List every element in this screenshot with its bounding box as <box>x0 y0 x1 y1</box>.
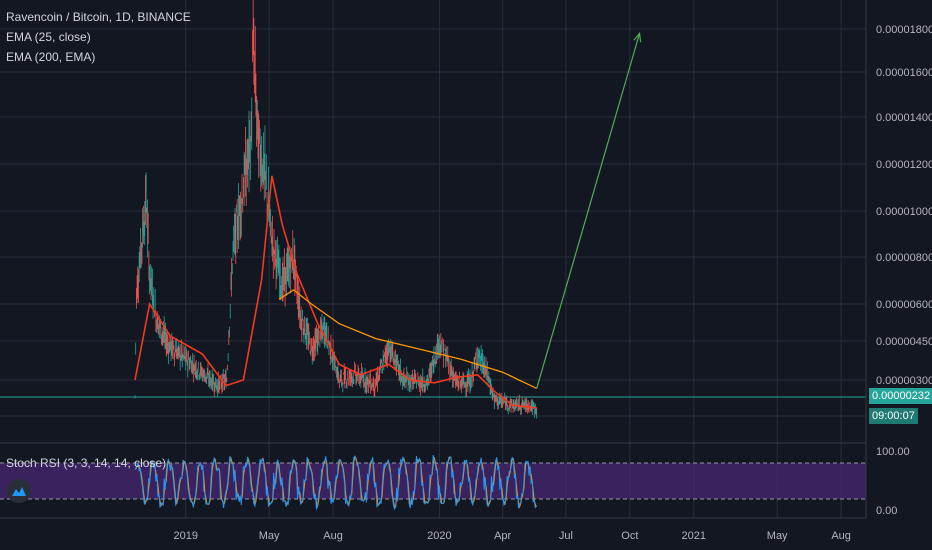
price-tick-label: 0.00001800 <box>876 24 932 36</box>
projection-arrowhead <box>633 31 642 43</box>
time-tick-label: Apr <box>494 530 511 542</box>
time-tick-label: 2021 <box>682 530 706 542</box>
stoch-rsi-lines <box>134 454 537 511</box>
price-tick-label: 0.00001000 <box>876 206 932 218</box>
tradingview-logo-icon[interactable] <box>7 479 31 503</box>
price-tick-label: 0.00001200 <box>876 159 932 171</box>
indicator-lines <box>134 31 642 409</box>
time-tick-label: 2020 <box>427 530 451 542</box>
projection-arrow <box>536 33 641 389</box>
price-tick-label: 0.00000450 <box>876 336 932 348</box>
ema25-legend[interactable]: EMA (25, close) <box>6 30 91 44</box>
stoch-k-line <box>134 454 537 511</box>
ema25-line <box>134 175 537 409</box>
countdown-tag: 09:00:07 <box>869 408 918 424</box>
time-tick-label: 2019 <box>173 530 197 542</box>
ema200-line <box>278 289 537 389</box>
time-tick-label: Jul <box>559 530 573 542</box>
time-tick-label: May <box>767 530 788 542</box>
price-tick-label: 0.00000300 <box>876 375 932 387</box>
time-tick-label: May <box>259 530 280 542</box>
time-tick-label: Aug <box>831 530 851 542</box>
symbol-title[interactable]: Ravencoin / Bitcoin, 1D, BINANCE <box>6 10 191 24</box>
price-tick-label: 0.00001400 <box>876 112 932 124</box>
last-price-tag: 0.00000232 <box>869 388 932 404</box>
price-tick-label: 0.00000800 <box>876 252 932 264</box>
stoch-tick-label: 0.00 <box>876 505 897 517</box>
price-tick-label: 0.00000600 <box>876 299 932 311</box>
stoch-tick-label: 100.00 <box>876 446 910 458</box>
time-tick-label: Aug <box>323 530 343 542</box>
candlesticks <box>134 0 538 419</box>
time-tick-label: Oct <box>621 530 638 542</box>
stoch-rsi-title[interactable]: Stoch RSI (3, 3, 14, 14, close) <box>6 456 167 470</box>
grid-lines <box>0 0 866 518</box>
price-tick-label: 0.00001600 <box>876 67 932 79</box>
ema200-legend[interactable]: EMA (200, EMA) <box>6 50 96 64</box>
